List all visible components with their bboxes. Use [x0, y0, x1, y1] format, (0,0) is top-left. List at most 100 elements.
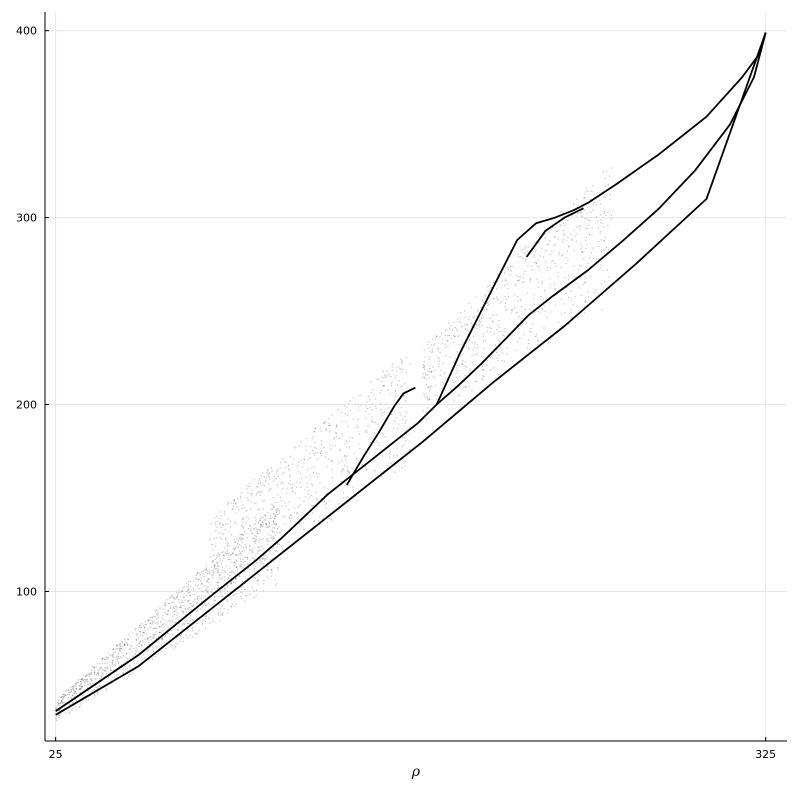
data-point — [198, 579, 200, 581]
data-point — [440, 352, 442, 354]
data-point — [193, 604, 195, 606]
data-point — [177, 629, 179, 631]
data-point — [186, 590, 188, 593]
data-point — [206, 580, 208, 582]
data-point — [155, 633, 157, 636]
data-point — [456, 364, 458, 366]
data-point — [123, 644, 125, 647]
data-point — [57, 704, 59, 706]
data-point — [269, 525, 271, 528]
data-point — [490, 286, 492, 289]
data-point — [137, 633, 139, 635]
data-point — [505, 298, 508, 300]
data-point — [288, 501, 290, 503]
data-point — [510, 309, 512, 312]
data-point — [80, 688, 82, 691]
data-point — [79, 681, 82, 683]
data-point — [383, 385, 385, 387]
data-point — [158, 635, 160, 638]
data-point — [145, 623, 148, 626]
data-point — [190, 604, 193, 607]
data-point — [142, 625, 144, 627]
data-point — [274, 518, 276, 520]
data-point — [224, 543, 227, 545]
data-point — [398, 403, 401, 405]
data-point — [151, 620, 153, 622]
data-point — [520, 306, 523, 308]
data-point — [253, 503, 255, 505]
data-point — [506, 283, 508, 285]
data-point — [522, 257, 524, 259]
data-point — [361, 464, 363, 466]
data-point — [232, 594, 234, 597]
data-point — [277, 476, 279, 478]
data-point — [425, 384, 427, 386]
data-point — [240, 595, 242, 598]
data-point — [240, 538, 242, 541]
data-point — [533, 241, 535, 243]
data-point — [208, 616, 210, 619]
data-point — [433, 343, 436, 345]
data-point — [216, 567, 218, 570]
data-point — [173, 597, 175, 599]
data-point — [74, 705, 76, 707]
data-point — [261, 521, 263, 523]
data-point — [503, 330, 505, 333]
data-point — [366, 468, 368, 471]
data-point — [209, 571, 211, 573]
data-point — [454, 357, 457, 359]
data-point — [116, 644, 119, 646]
data-point — [268, 517, 271, 520]
data-point — [323, 500, 326, 502]
data-point — [72, 694, 74, 696]
data-point — [226, 540, 228, 543]
data-point — [520, 325, 522, 327]
data-point — [515, 274, 518, 276]
data-point — [257, 521, 260, 524]
data-point — [246, 537, 248, 539]
data-point — [266, 568, 268, 571]
data-point — [344, 484, 346, 486]
data-point — [371, 409, 373, 411]
data-point — [226, 545, 228, 547]
data-point — [120, 648, 122, 650]
data-point — [461, 325, 463, 328]
data-point — [595, 204, 598, 206]
data-point — [541, 282, 543, 285]
data-point — [289, 483, 292, 486]
data-point — [490, 368, 492, 371]
data-point — [149, 636, 151, 638]
data-point — [55, 715, 57, 718]
data-point — [255, 519, 257, 521]
data-point — [261, 538, 263, 541]
data-point — [255, 492, 258, 495]
data-point — [146, 638, 148, 640]
data-point — [373, 432, 376, 434]
data-point — [135, 647, 137, 649]
data-point — [341, 435, 344, 437]
data-point — [120, 664, 123, 666]
data-point — [451, 329, 454, 331]
data-point — [453, 334, 455, 337]
data-point — [219, 523, 221, 525]
data-point — [307, 468, 309, 471]
data-point — [519, 298, 522, 300]
data-point — [221, 566, 223, 569]
data-point — [585, 236, 587, 238]
data-point — [402, 368, 404, 371]
data-point — [436, 394, 438, 396]
data-point — [340, 411, 342, 413]
data-point — [597, 227, 600, 229]
data-point — [224, 587, 226, 589]
data-point — [73, 687, 75, 689]
data-point — [564, 312, 566, 314]
data-point — [278, 531, 281, 534]
data-point — [382, 384, 384, 387]
data-point — [84, 688, 86, 690]
data-point — [245, 533, 247, 535]
data-point — [203, 569, 206, 571]
data-point — [565, 263, 567, 265]
data-point — [235, 554, 238, 557]
data-point — [252, 537, 254, 540]
data-point — [603, 212, 605, 214]
